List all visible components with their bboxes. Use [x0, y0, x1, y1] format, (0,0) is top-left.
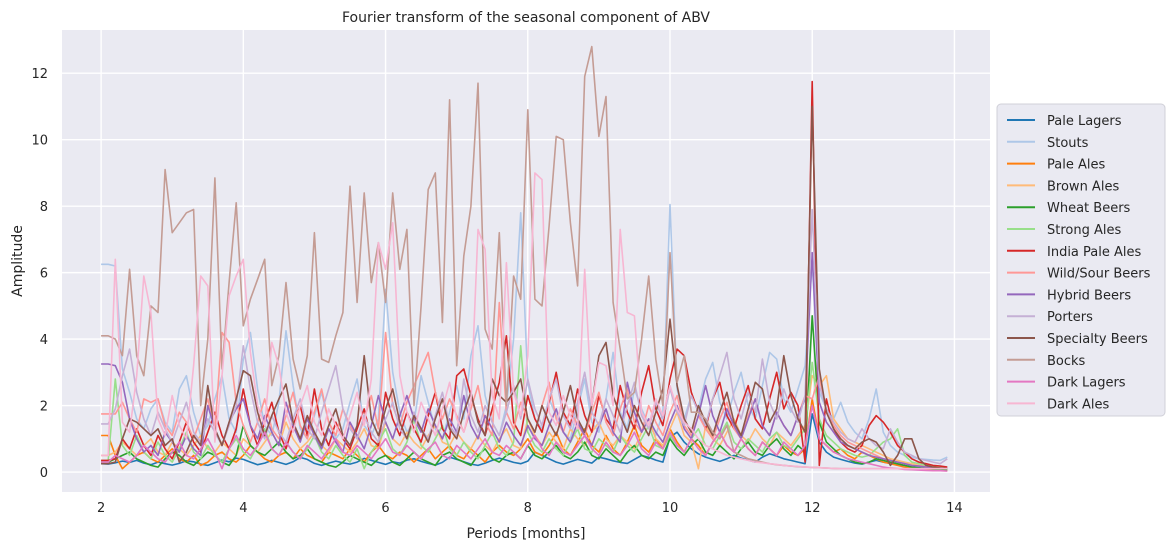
legend-label: Hybrid Beers: [1047, 288, 1131, 303]
legend-label: India Pale Ales: [1047, 245, 1142, 260]
series-line-0: [101, 413, 948, 470]
y-tick-label: 2: [40, 400, 48, 415]
y-tick-label: 8: [40, 200, 48, 215]
legend-label: Pale Lagers: [1047, 114, 1122, 129]
x-axis-label: Periods [months]: [466, 526, 585, 542]
y-tick-label: 0: [40, 466, 48, 481]
x-tick-label: 10: [662, 501, 679, 516]
legend-label: Stouts: [1047, 136, 1089, 151]
legend-label: Wild/Sour Beers: [1047, 267, 1151, 282]
legend-label: Specialty Beers: [1047, 332, 1148, 347]
tick-labels: 2 4 6 8 10 12 14 0 2 4 6 8 10 12: [31, 67, 962, 516]
legend-label: Wheat Beers: [1047, 201, 1131, 216]
y-tick-label: 4: [40, 333, 48, 348]
legend: Pale Lagers Stouts Pale Ales Brown Ales Whea…: [996, 103, 1166, 417]
series-lines: [101, 45, 948, 472]
legend-box: [996, 103, 1166, 417]
legend-label: Dark Ales: [1047, 397, 1109, 412]
legend-label: Brown Ales: [1047, 179, 1119, 194]
x-tick-label: 6: [381, 501, 389, 516]
y-tick-label: 10: [31, 134, 48, 149]
series-line-13: [101, 172, 948, 470]
series-line-12: [101, 404, 948, 472]
chart-title: Fourier transform of the seasonal compon…: [342, 10, 710, 26]
legend-label: Bocks: [1047, 354, 1086, 369]
y-tick-label: 12: [31, 67, 48, 82]
x-tick-label: 2: [97, 501, 105, 516]
legend-label: Pale Ales: [1047, 158, 1105, 173]
y-tick-label: 6: [40, 267, 48, 282]
series-line-10: [101, 105, 948, 470]
plot-area: [62, 30, 990, 492]
legend-label: Dark Lagers: [1047, 376, 1126, 391]
x-tick-label: 14: [946, 501, 963, 516]
x-tick-label: 8: [524, 501, 532, 516]
x-tick-label: 12: [804, 501, 821, 516]
legend-label: Porters: [1047, 310, 1093, 325]
y-axis-label: Amplitude: [10, 225, 26, 297]
x-tick-label: 4: [239, 501, 247, 516]
legend-label: Strong Ales: [1047, 223, 1121, 238]
